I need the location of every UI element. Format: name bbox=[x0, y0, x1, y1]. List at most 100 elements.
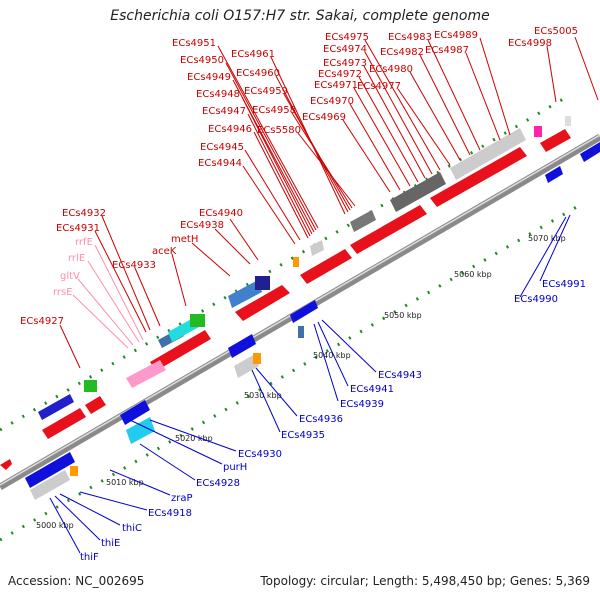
leader-line bbox=[419, 54, 471, 156]
gene-label: ECs4939 bbox=[340, 399, 384, 410]
forward-strand-genes bbox=[0, 129, 571, 470]
gene-label: ECs4973 bbox=[323, 58, 367, 69]
leader-line bbox=[291, 112, 353, 209]
forward-labels: ECs4951 ECs4950 ECs4949 ECs4948 ECs4947 … bbox=[20, 26, 578, 327]
gene-label: ECs4959 bbox=[244, 86, 288, 97]
gene-arrow bbox=[150, 330, 211, 371]
gene-label: ECs4991 bbox=[542, 279, 586, 290]
rna-label: rrlE bbox=[68, 253, 85, 264]
rna-label: gltV bbox=[60, 271, 80, 282]
gene-label: ECs4941 bbox=[350, 384, 394, 395]
feature-block bbox=[228, 280, 262, 308]
gene-label: thiF bbox=[80, 552, 99, 563]
gene-label: ECs4935 bbox=[281, 430, 325, 441]
leader-line bbox=[244, 149, 301, 241]
gene-label: ECs4933 bbox=[112, 260, 156, 271]
kbp-tick-label: 5070 kbp bbox=[528, 234, 566, 243]
gene-label: ECs4970 bbox=[310, 96, 354, 107]
gene-label: ECs4983 bbox=[388, 32, 432, 43]
gene-label: ECs4960 bbox=[236, 68, 280, 79]
lower-tick-track bbox=[0, 203, 581, 542]
gene-arrow bbox=[350, 205, 427, 254]
leader-line bbox=[87, 260, 140, 343]
leader-line bbox=[79, 491, 148, 511]
feature-block bbox=[190, 314, 205, 327]
leader-line bbox=[49, 497, 81, 554]
gene-label: ECs4972 bbox=[318, 69, 362, 80]
leader-line bbox=[363, 65, 426, 179]
gene-label: ECs4945 bbox=[200, 142, 244, 153]
leader-line bbox=[191, 242, 231, 277]
gene-arrow bbox=[120, 400, 150, 425]
kbp-axis: 5000 kbp 5010 kbp 5020 kbp 5030 kbp 5040… bbox=[36, 234, 566, 530]
rna-label: rrfE bbox=[75, 237, 93, 248]
leader-line bbox=[149, 419, 237, 452]
gene-label: ECs4977 bbox=[357, 81, 401, 92]
leader-line bbox=[229, 218, 259, 261]
gene-label: ECs5005 bbox=[534, 26, 578, 37]
gene-label: ECs4989 bbox=[434, 30, 478, 41]
gene-label: ECs4951 bbox=[172, 38, 216, 49]
gene-arrow bbox=[430, 147, 527, 207]
gene-arrow bbox=[290, 300, 318, 323]
rna-leader-lines bbox=[72, 244, 144, 349]
gene-label: ECs4927 bbox=[20, 316, 64, 327]
genome-summary-label: Topology: circular; Length: 5,498,450 bp… bbox=[260, 574, 590, 588]
rna-labels: rrfE rrlE gltV rrsE bbox=[53, 237, 93, 298]
gene-label: purH bbox=[223, 462, 247, 473]
gene-label: zraP bbox=[171, 493, 193, 504]
gene-label: metH bbox=[171, 234, 198, 245]
gene-arrow bbox=[545, 166, 563, 183]
gene-arrow bbox=[228, 334, 256, 358]
feature-block bbox=[234, 354, 259, 378]
forward-leader-lines bbox=[59, 36, 599, 369]
reverse-leader-lines bbox=[49, 214, 571, 554]
leader-line bbox=[255, 367, 298, 417]
gene-label: ECs4928 bbox=[196, 478, 240, 489]
leader-line bbox=[397, 88, 451, 166]
forward-feature-blocks bbox=[38, 116, 571, 420]
leader-line bbox=[479, 37, 511, 136]
feature-block bbox=[293, 257, 299, 267]
gene-label: aceK bbox=[152, 246, 177, 257]
leader-line bbox=[358, 76, 419, 183]
leader-line bbox=[353, 87, 411, 187]
gene-arrow bbox=[0, 459, 12, 470]
leader-line bbox=[349, 103, 401, 191]
leader-line bbox=[59, 493, 121, 526]
feature-block bbox=[565, 116, 571, 126]
leader-line bbox=[342, 119, 391, 193]
leader-line bbox=[225, 62, 317, 231]
leader-line bbox=[94, 244, 144, 341]
feature-block bbox=[30, 470, 70, 500]
gene-label: ECs4931 bbox=[56, 223, 100, 234]
kbp-tick-label: 5060 kbp bbox=[454, 270, 492, 279]
leader-line bbox=[72, 294, 129, 349]
leader-line bbox=[77, 278, 134, 346]
gene-label: ECs4940 bbox=[199, 208, 243, 219]
leader-line bbox=[54, 495, 101, 541]
gene-label: ECs4948 bbox=[196, 89, 240, 100]
gene-label: ECs4949 bbox=[187, 72, 231, 83]
leader-line bbox=[539, 214, 571, 282]
leader-line bbox=[171, 253, 187, 307]
gene-label: ECs4982 bbox=[380, 47, 424, 58]
leader-line bbox=[364, 51, 433, 175]
kbp-tick-label: 5010 kbp bbox=[106, 478, 144, 487]
gene-label: ECs4918 bbox=[148, 508, 192, 519]
gene-label: ECs4998 bbox=[508, 38, 552, 49]
feature-block bbox=[350, 210, 376, 232]
gene-label: ECs4936 bbox=[299, 414, 343, 425]
leader-line bbox=[427, 39, 481, 151]
leader-line bbox=[109, 469, 171, 496]
kbp-tick-label: 5030 kbp bbox=[244, 391, 282, 400]
gene-label: ECs4971 bbox=[314, 80, 358, 91]
feature-block bbox=[534, 126, 542, 137]
gene-label: ECs4987 bbox=[425, 45, 469, 56]
leader-line bbox=[546, 45, 557, 103]
leader-line bbox=[101, 215, 151, 331]
feature-block bbox=[310, 240, 324, 256]
leader-line bbox=[94, 230, 147, 333]
